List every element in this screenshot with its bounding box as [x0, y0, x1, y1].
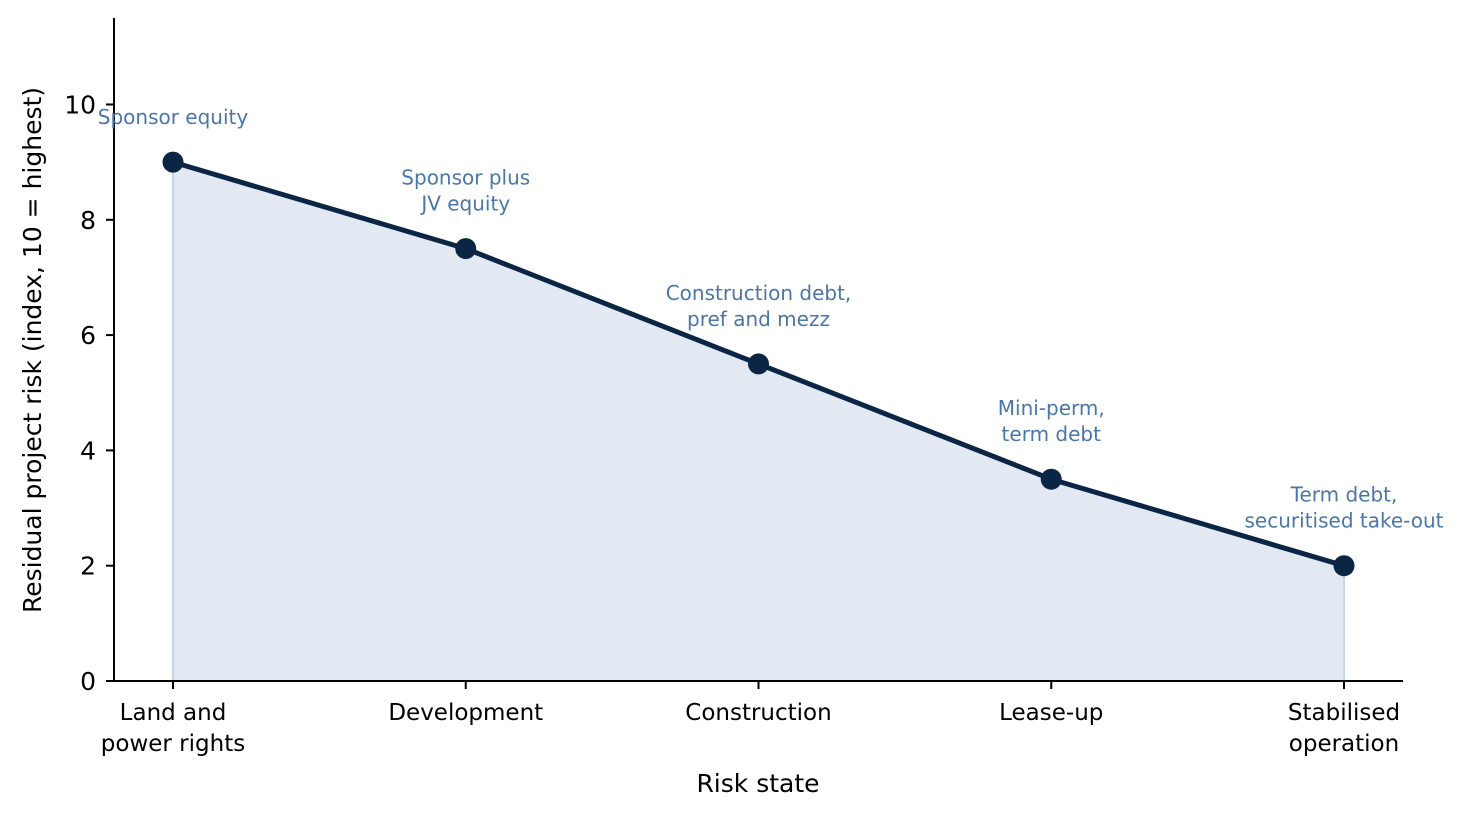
data-point [748, 353, 769, 375]
point-annotation: Sponsor plus JV equity [401, 166, 530, 216]
data-point [455, 238, 477, 260]
x-tick-label: Stabilised operation [1288, 700, 1400, 757]
y-tick-label: 0 [80, 667, 96, 696]
x-tick-label: Development [388, 700, 543, 726]
point-annotation: Mini-perm, term debt [998, 396, 1105, 446]
y-tick-label: 2 [80, 552, 96, 581]
point-annotation: Term debt, securitised take-out [1245, 483, 1444, 533]
y-axis-label: Residual project risk (index, 10 = highe… [18, 87, 47, 613]
y-tick-label: 6 [80, 321, 96, 350]
y-tick-label: 10 [64, 90, 96, 119]
data-point [162, 151, 184, 173]
area-fill [172, 160, 1345, 682]
annotation-layer: Sponsor equity Sponsor plus JV equity Const… [98, 105, 1444, 533]
data-point [1040, 468, 1062, 490]
x-tick-label: Land and power rights [101, 700, 245, 757]
axes: 0 2 4 6 8 10 Land and power rights Development Co… [64, 18, 1403, 757]
x-axis-label: Risk state [696, 769, 819, 798]
point-annotation: Construction debt, pref and mezz [666, 281, 852, 331]
x-tick-label: Lease-up [999, 700, 1103, 726]
data-point [1333, 555, 1355, 577]
y-tick-label: 4 [80, 436, 96, 465]
y-tick-label: 8 [80, 206, 96, 235]
area-layer [172, 160, 1345, 682]
series-layer [162, 151, 1355, 577]
point-annotation: Sponsor equity [98, 105, 249, 129]
x-tick-label: Construction [685, 700, 831, 726]
